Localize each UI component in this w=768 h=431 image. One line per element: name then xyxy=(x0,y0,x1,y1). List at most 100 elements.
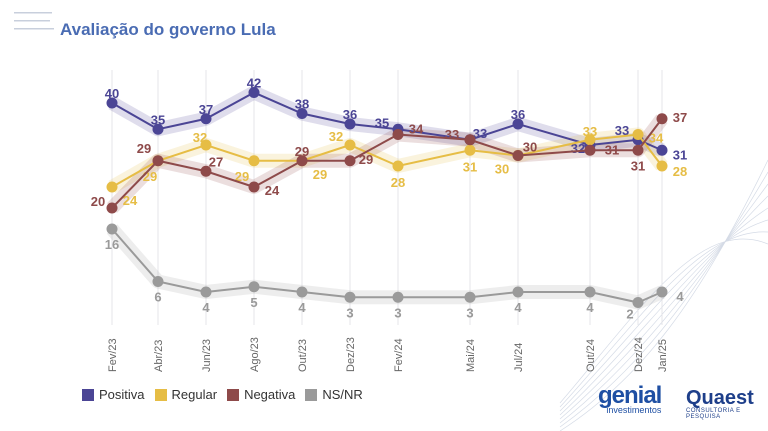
series-line-regular xyxy=(111,133,663,188)
data-label-positiva: 37 xyxy=(199,102,213,117)
data-label-negativa: 24 xyxy=(265,183,280,198)
x-tick-label: Fev/24 xyxy=(393,338,405,372)
genial-logo: genial investimentos xyxy=(598,382,662,416)
x-tick-label: Abr/23 xyxy=(153,340,165,372)
data-point-negativa xyxy=(392,129,404,140)
data-label-negativa: 33 xyxy=(445,127,459,142)
data-label-regular: 28 xyxy=(673,164,687,179)
chart-title: Avaliação do governo Lula xyxy=(60,20,276,39)
quaest-logo-sub: CONSULTORIA E PESQUISA xyxy=(686,408,741,420)
genial-logo-sub: investimentos xyxy=(606,405,662,415)
data-label-positiva: 38 xyxy=(295,97,309,112)
data-label-negativa: 34 xyxy=(409,122,424,137)
x-tick-label: Mai/24 xyxy=(465,339,477,372)
data-label-regular: 24 xyxy=(123,193,138,208)
data-point-nsnr xyxy=(152,276,164,287)
genial-logo-text: genial xyxy=(598,382,662,409)
decorative-wave xyxy=(559,195,768,420)
data-point-positiva xyxy=(200,113,212,125)
data-label-nsnr: 5 xyxy=(250,295,257,310)
data-label-regular: 31 xyxy=(463,159,477,174)
legend: Positiva Regular Negativa NS/NR xyxy=(82,387,363,402)
x-tick-label: Ago/23 xyxy=(249,337,261,372)
data-label-positiva: 36 xyxy=(511,107,525,122)
data-point-regular xyxy=(248,155,260,167)
legend-item-regular: Regular xyxy=(154,387,218,402)
data-point-regular xyxy=(344,139,356,151)
data-label-nsnr: 4 xyxy=(586,300,594,315)
data-point-negativa xyxy=(106,202,118,214)
legend-item-positiva: Positiva xyxy=(82,387,145,402)
data-label-regular: 29 xyxy=(313,167,327,182)
quaest-logo: Quaest CONSULTORIA E PESQUISA xyxy=(686,388,768,420)
decorative-wave xyxy=(559,183,768,424)
data-point-negativa xyxy=(152,155,164,167)
decorative-wave xyxy=(559,159,768,431)
data-label-nsnr: 4 xyxy=(298,300,306,315)
legend-label: Negativa xyxy=(244,387,296,402)
data-point-positiva xyxy=(248,87,260,98)
series-line-nsnr xyxy=(111,228,663,304)
data-point-regular xyxy=(656,160,668,172)
data-label-nsnr: 3 xyxy=(466,305,473,320)
data-label-nsnr: 2 xyxy=(626,307,633,322)
decorative-wave xyxy=(559,207,768,416)
legend-swatch xyxy=(305,388,318,401)
data-label-regular: 33 xyxy=(583,124,597,139)
data-label-positiva: 35 xyxy=(375,115,389,130)
data-point-regular xyxy=(106,181,118,193)
legend-swatch xyxy=(82,388,94,401)
data-label-negativa: 31 xyxy=(631,158,645,173)
data-label-nsnr: 16 xyxy=(105,237,119,252)
data-point-positiva xyxy=(344,118,356,130)
data-point-nsnr xyxy=(656,286,668,298)
data-point-nsnr xyxy=(632,297,644,308)
data-label-nsnr: 3 xyxy=(394,305,401,320)
legend-swatch xyxy=(154,388,167,401)
data-point-nsnr xyxy=(296,286,308,298)
data-label-regular: 29 xyxy=(235,169,249,184)
x-tick-label: Out/24 xyxy=(585,339,597,372)
data-label-negativa: 29 xyxy=(137,141,151,156)
data-label-regular: 29 xyxy=(143,169,157,184)
decorative-wave xyxy=(559,171,768,428)
legend-label: Regular xyxy=(171,387,218,402)
data-point-nsnr xyxy=(464,291,476,303)
data-label-negativa: 20 xyxy=(91,194,105,209)
data-point-positiva xyxy=(106,97,118,109)
quaest-logo-text: Quaest xyxy=(686,387,754,409)
data-label-regular: 32 xyxy=(329,129,343,144)
decorative-dots xyxy=(14,12,54,30)
decorative-wave xyxy=(559,231,768,408)
data-point-positiva xyxy=(656,144,668,156)
decorative-wave xyxy=(559,219,768,412)
data-point-positiva xyxy=(152,123,164,135)
data-label-nsnr: 4 xyxy=(202,300,210,315)
x-tick-label: Jul/24 xyxy=(513,343,525,372)
data-point-regular xyxy=(584,134,596,146)
data-label-positiva: 33 xyxy=(473,126,487,141)
data-point-positiva xyxy=(512,118,524,130)
data-label-negativa: 37 xyxy=(673,110,687,125)
data-label-negativa: 31 xyxy=(605,142,619,157)
data-point-regular xyxy=(200,139,212,151)
x-tick-label: Dez/24 xyxy=(633,337,645,372)
data-label-regular: 28 xyxy=(391,175,405,190)
data-label-nsnr: 6 xyxy=(154,290,161,305)
data-point-regular xyxy=(392,160,404,172)
data-label-positiva: 40 xyxy=(105,86,119,101)
data-label-positiva: 36 xyxy=(343,107,357,122)
series-line-positiva xyxy=(111,91,663,152)
data-point-nsnr xyxy=(392,291,404,303)
data-point-nsnr xyxy=(106,223,118,235)
data-point-negativa xyxy=(344,155,356,167)
data-label-positiva: 42 xyxy=(247,76,261,91)
legend-label: Positiva xyxy=(99,387,145,402)
data-label-positiva: 31 xyxy=(673,147,687,162)
data-point-nsnr xyxy=(200,286,212,298)
legend-label: NS/NR xyxy=(322,387,363,402)
series-line-negativa xyxy=(111,118,663,209)
legend-item-nsnr: NS/NR xyxy=(305,387,363,402)
data-point-negativa xyxy=(248,181,260,193)
data-label-positiva: 33 xyxy=(615,123,629,138)
